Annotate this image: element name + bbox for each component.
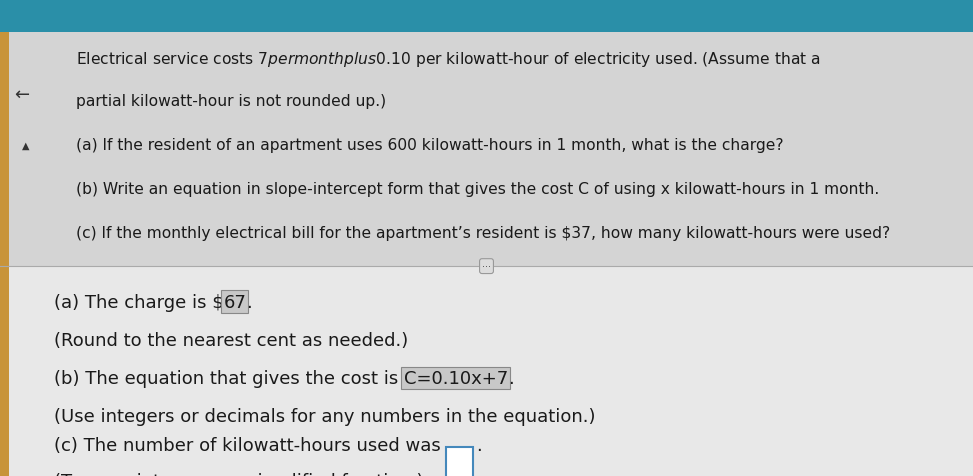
Text: .: . (508, 369, 514, 387)
Text: C=0.10x+7: C=0.10x+7 (404, 369, 508, 387)
Text: (Type an integer or a simplified fraction.): (Type an integer or a simplified fractio… (54, 472, 423, 476)
Bar (0, 0, 973, 33)
Bar (0, 33, 973, 267)
Text: ···: ··· (482, 262, 491, 271)
Text: (a) The charge is $: (a) The charge is $ (54, 293, 223, 311)
Text: (c) The number of kilowatt-hours used was: (c) The number of kilowatt-hours used wa… (54, 436, 446, 454)
Text: .: . (476, 436, 482, 454)
Text: ←: ← (14, 86, 29, 104)
Text: (b) Write an equation in slope-intercept form that gives the cost C of using x k: (b) Write an equation in slope-intercept… (76, 181, 880, 196)
Text: ▲: ▲ (21, 140, 29, 150)
Text: (b) The equation that gives the cost is: (b) The equation that gives the cost is (54, 369, 404, 387)
Text: (a) If the resident of an apartment uses 600 kilowatt-hours in 1 month, what is : (a) If the resident of an apartment uses… (76, 138, 783, 152)
Text: (c) If the monthly electrical bill for the apartment’s resident is $37, how many: (c) If the monthly electrical bill for t… (76, 225, 890, 240)
Bar (0, 33, 9, 476)
Text: (Round to the nearest cent as needed.): (Round to the nearest cent as needed.) (54, 331, 408, 349)
Bar (0, 267, 973, 476)
Text: 67: 67 (223, 293, 246, 311)
Text: .: . (246, 293, 252, 311)
FancyBboxPatch shape (446, 447, 473, 476)
Text: (Use integers or decimals for any numbers in the equation.): (Use integers or decimals for any number… (54, 407, 595, 425)
Text: Electrical service costs $7 per month plus $0.10 per kilowatt-hour of electricit: Electrical service costs $7 per month pl… (76, 50, 820, 69)
Text: partial kilowatt-hour is not rounded up.): partial kilowatt-hour is not rounded up.… (76, 94, 386, 109)
